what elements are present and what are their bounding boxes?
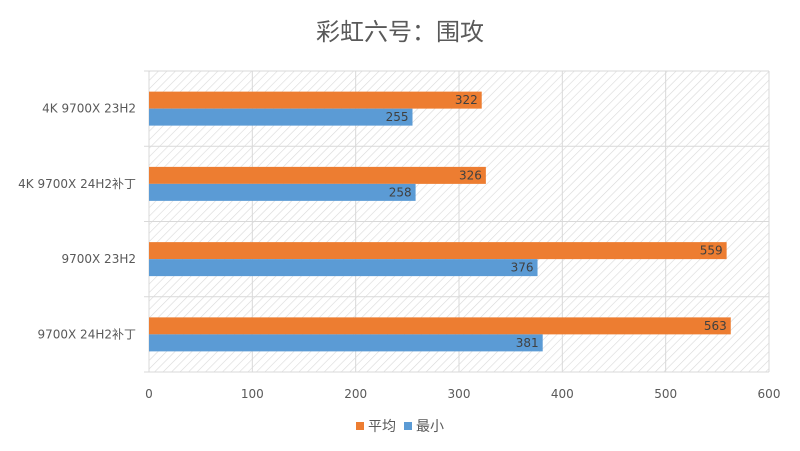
data-label: 563 — [704, 319, 727, 333]
bar — [149, 91, 482, 109]
x-tick-label: 500 — [654, 387, 677, 401]
legend-label: 最小 — [416, 419, 444, 435]
legend-swatch — [356, 422, 364, 430]
chart-title: 彩虹六号：围攻 — [316, 18, 484, 46]
data-label: 559 — [700, 244, 723, 258]
x-tick-label: 400 — [551, 387, 574, 401]
x-tick-label: 100 — [241, 387, 264, 401]
y-tick-label: 9700X 24H2补丁 — [37, 327, 136, 341]
x-tick-label: 300 — [448, 387, 471, 401]
x-tick-label: 200 — [344, 387, 367, 401]
legend-swatch — [404, 422, 412, 430]
bar — [149, 317, 731, 335]
legend-label: 平均 — [368, 419, 396, 435]
data-label: 326 — [459, 168, 482, 182]
data-label: 258 — [389, 185, 412, 199]
bar — [149, 242, 727, 260]
y-tick-label: 4K 9700X 23H2 — [42, 102, 136, 116]
data-label: 376 — [511, 261, 534, 275]
x-tick-label: 0 — [145, 387, 153, 401]
data-label: 255 — [386, 110, 409, 124]
bar — [149, 259, 538, 277]
y-tick-label: 9700X 23H2 — [61, 252, 136, 266]
legend: 平均 最小 — [0, 416, 800, 436]
data-label: 381 — [516, 336, 539, 350]
bar — [149, 334, 543, 352]
legend-item: 平均 — [356, 416, 396, 436]
data-label: 322 — [455, 93, 478, 107]
y-tick-label: 4K 9700X 24H2补丁 — [18, 177, 136, 191]
bar — [149, 108, 413, 126]
bar — [149, 166, 486, 184]
x-tick-label: 600 — [758, 387, 781, 401]
bar — [149, 183, 416, 201]
legend-item: 最小 — [404, 416, 444, 436]
